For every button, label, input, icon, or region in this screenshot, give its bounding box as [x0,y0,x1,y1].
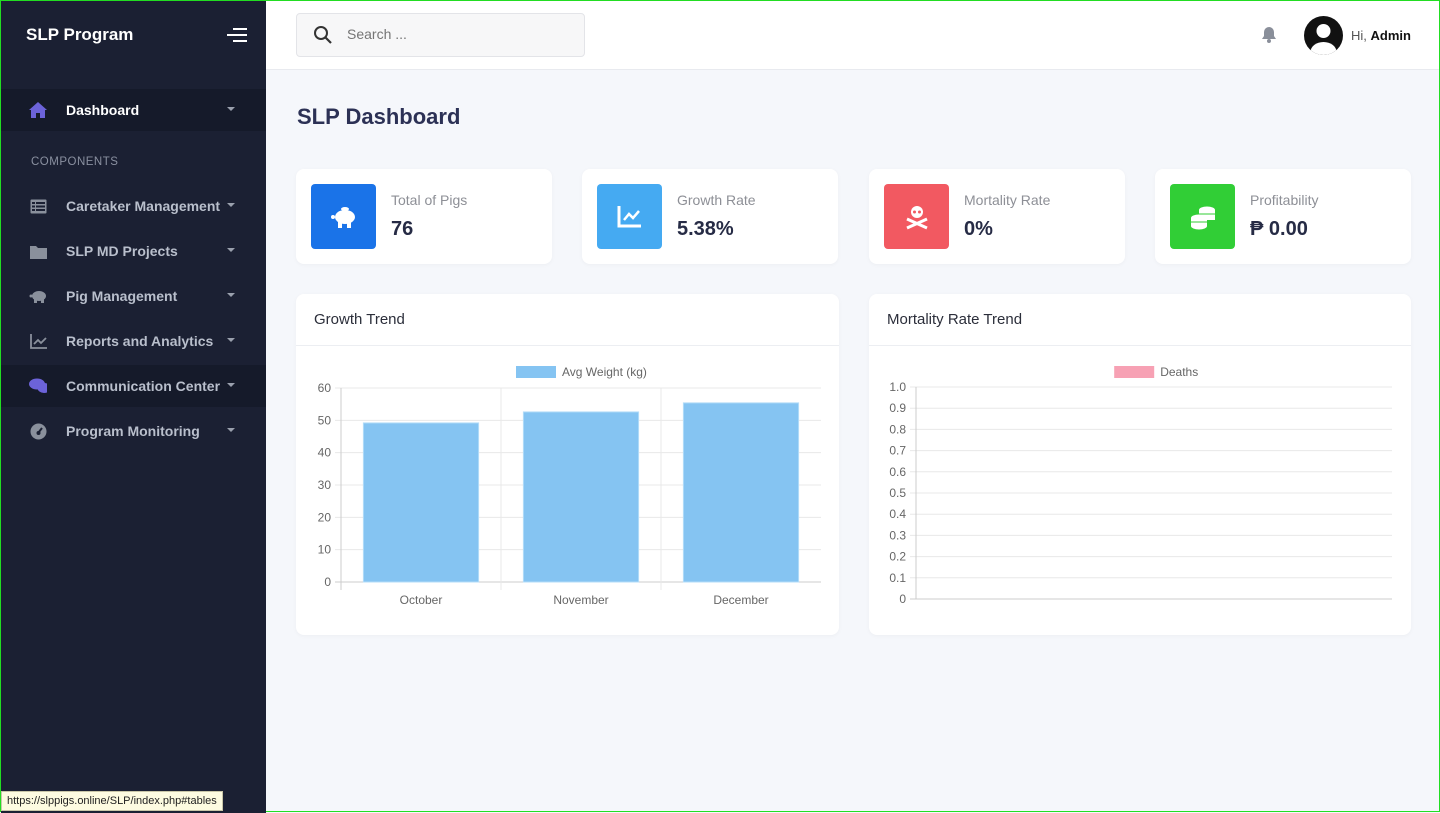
sidebar-item-label: Program Monitoring [66,423,200,439]
coins-icon [1170,184,1235,249]
sidebar-item-label: Communication Center [66,378,221,394]
y-tick-label: 1.0 [889,380,906,394]
home-icon [29,101,47,119]
sidebar-item-reports[interactable]: Reports and Analytics [1,320,266,362]
chart-line-icon [29,332,47,350]
y-tick-label: 0.3 [889,528,906,542]
stat-value: ₱ 0.00 [1250,218,1308,240]
sidebar-item-label: SLP MD Projects [66,243,178,259]
status-bar-url: https://slppigs.online/SLP/index.php#tab… [1,791,223,811]
stat-value: 0% [964,218,993,240]
sidebar-item-label: Reports and Analytics [66,333,214,349]
y-tick-label: 0.8 [889,422,906,436]
legend-label: Avg Weight (kg) [562,365,647,379]
mortality-trend-card: Mortality Rate Trend Deaths 0 0.1 0.2 0.3 0.4… [869,294,1411,635]
user-name: Admin [1370,28,1411,43]
legend-swatch [516,366,556,378]
brand-title: SLP Program [26,25,134,44]
sidebar-item-projects[interactable]: SLP MD Projects [1,230,266,272]
y-tick-label: 0.4 [889,507,906,521]
search-box[interactable] [296,13,585,57]
growth-trend-card: Growth Trend Avg Weight (kg) 0 10 20 30 40 50 6… [296,294,839,635]
y-tick-label: 0.5 [889,486,906,500]
stat-card-total-pigs: Total of Pigs 76 [296,169,552,264]
piggy-bank-icon [29,287,47,305]
y-tick-label: 20 [318,510,332,524]
y-tick-label: 30 [318,478,332,492]
stat-title: Growth Rate [677,192,756,208]
legend-swatch [1114,366,1155,378]
piggy-bank-icon [311,184,376,249]
y-tick-label: 0.6 [889,465,906,479]
y-tick-label: 60 [318,381,332,395]
stat-value: 5.38% [677,218,734,240]
y-tick-label: 50 [318,413,332,427]
section-label: COMPONENTS [31,156,119,168]
menu-toggle-icon[interactable] [227,28,247,42]
growth-trend-chart: Avg Weight (kg) 0 10 20 30 40 50 60 October Novem… [318,365,821,607]
legend-label: Deaths [1160,365,1198,379]
y-tick-label: 0.2 [889,550,906,564]
stat-card-profitability: Profitability ₱ 0.00 [1155,169,1411,264]
table-icon [29,197,47,215]
card-title: Growth Trend [296,294,839,346]
stat-card-mortality-rate: Mortality Rate 0% [869,169,1125,264]
sidebar-item-dashboard[interactable]: Dashboard [1,89,266,131]
sidebar: SLP Program Dashboard COMPONENTS Caretak… [1,1,266,813]
bar-november [522,411,640,583]
y-tick-label: 0.9 [889,401,906,415]
user-greeting[interactable]: Hi, Admin [1351,28,1411,43]
stat-title: Profitability [1250,192,1319,208]
chart-line-icon [597,184,662,249]
bell-icon[interactable] [1261,26,1277,48]
sidebar-item-monitoring[interactable]: Program Monitoring [1,410,266,452]
greeting-text: Hi, [1351,28,1367,43]
y-tick-label: 0 [899,592,906,606]
sidebar-item-caretaker[interactable]: Caretaker Management [1,185,266,227]
search-icon [313,25,333,50]
page-title: SLP Dashboard [297,104,461,129]
x-tick-label: December [713,593,768,607]
folder-icon [29,242,47,260]
y-tick-label: 0 [324,575,331,589]
avatar[interactable] [1304,16,1343,55]
stat-value: 76 [391,218,414,240]
x-tick-label: November [553,593,608,607]
x-tick-label: October [400,593,443,607]
sidebar-item-label: Dashboard [66,102,140,118]
card-title: Mortality Rate Trend [869,294,1411,346]
sidebar-item-communication[interactable]: Communication Center [1,365,266,407]
gauge-icon [29,422,47,440]
skull-crossbones-icon [884,184,949,249]
bar-december [682,402,800,583]
y-tick-label: 10 [318,543,332,557]
stat-title: Total of Pigs [391,192,468,208]
sidebar-item-pig-management[interactable]: Pig Management [1,275,266,317]
sidebar-item-label: Caretaker Management [66,198,221,214]
mortality-trend-chart: Deaths 0 0.1 0.2 0.3 0.4 0.5 0.6 0.7 0.8 0.9 1.0 [889,365,1392,606]
y-tick-label: 0.1 [889,571,906,585]
stat-card-growth-rate: Growth Rate 5.38% [582,169,838,264]
sidebar-item-label: Pig Management [66,288,178,304]
y-tick-label: 40 [318,446,332,460]
bar-october [362,422,480,583]
comments-icon [29,377,47,395]
y-tick-label: 0.7 [889,444,906,458]
stat-title: Mortality Rate [964,192,1051,208]
topbar: Hi, Admin [266,1,1439,70]
search-input[interactable] [347,26,567,42]
